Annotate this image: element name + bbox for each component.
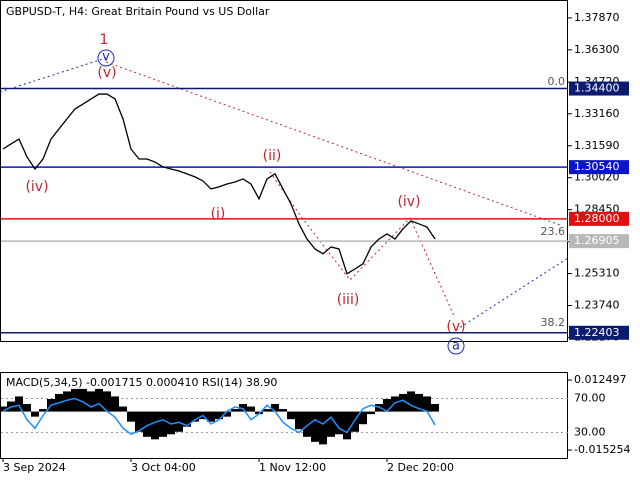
- macd-bar: [343, 411, 351, 440]
- level-box: [569, 211, 629, 226]
- y-tick-label: 1.33160: [574, 107, 620, 120]
- y-tick-label: 1.31590: [574, 139, 620, 152]
- rsi-line: [2, 397, 436, 436]
- wave-label: (i): [211, 206, 226, 222]
- indicator-title: MACD(5,34,5) -0.001715 0.000410 RSI(14) …: [6, 376, 277, 389]
- level-box: [569, 160, 629, 175]
- y-tick-label: 0.012497: [574, 373, 627, 386]
- macd-bar: [39, 409, 47, 412]
- macd-bar: [135, 411, 143, 432]
- macd-bar: [79, 388, 87, 412]
- macd-bar: [279, 409, 287, 412]
- macd-bar: [103, 391, 111, 412]
- price-line: [2, 93, 436, 275]
- wave-circle: [97, 49, 115, 67]
- macd-bar: [319, 411, 327, 445]
- macd-bar: [191, 411, 199, 422]
- macd-bar: [151, 411, 159, 440]
- macd-bar: [15, 396, 23, 412]
- wave-line: [455, 257, 569, 331]
- indicator-frame: [0, 372, 568, 459]
- macd-bar: [263, 409, 271, 412]
- macd-bar: [87, 391, 95, 412]
- wave-label: (ii): [263, 148, 282, 164]
- wave-line: [0, 57, 107, 93]
- wave-label: (iv): [397, 194, 420, 210]
- y-tick-label: -0.015254: [574, 443, 630, 456]
- chart-title: GBPUSD-T, H4: Great Britain Pound vs US …: [6, 5, 270, 18]
- macd-bar: [367, 411, 375, 415]
- wave-lines: [0, 49, 569, 355]
- wave-label: v: [102, 50, 110, 65]
- macd-bar: [71, 388, 79, 412]
- macd-bar: [0, 406, 7, 412]
- y-tick-label: 1.36300: [574, 43, 620, 56]
- macd-bar: [23, 404, 31, 412]
- wave-label: a: [452, 339, 460, 354]
- macd-bar: [239, 404, 247, 412]
- macd-bar: [391, 396, 399, 412]
- macd-bar: [359, 411, 367, 425]
- y-tick-label: 1.23740: [574, 299, 620, 312]
- x-tick-label: 1 Nov 12:00: [259, 461, 326, 474]
- x-tick-label: 3 Oct 04:00: [131, 461, 196, 474]
- macd-bar: [31, 411, 39, 417]
- macd-bar: [207, 411, 215, 422]
- level-box: [569, 325, 629, 340]
- fib-label: 38.2: [541, 316, 566, 329]
- level-label: 1.26905: [574, 234, 620, 247]
- macd-bar: [399, 393, 407, 412]
- macd-bar: [303, 411, 311, 437]
- macd-bar: [423, 396, 431, 412]
- macd-bar: [311, 411, 319, 442]
- macd-bar: [287, 411, 295, 420]
- macd-bar: [327, 411, 335, 437]
- macd-bar: [223, 411, 231, 417]
- level-box: [569, 234, 629, 249]
- level-label: 1.28000: [574, 212, 620, 225]
- y2-tick-label: 30.00: [574, 426, 606, 439]
- level-label: 1.34400: [574, 82, 620, 95]
- wave-circle: [447, 337, 465, 355]
- macd-bar: [119, 406, 127, 412]
- wave-label: (v): [97, 65, 116, 81]
- wave-label: (iv): [25, 179, 48, 195]
- macd-bar: [231, 409, 239, 412]
- wave-label: 1: [100, 32, 109, 48]
- macd-bar: [383, 398, 391, 412]
- macd-bar: [111, 396, 119, 412]
- fib-label: 23.6: [541, 225, 566, 238]
- macd-bar: [159, 411, 167, 437]
- y2-tick-label: 70.00: [574, 392, 606, 405]
- level-label: 1.30540: [574, 160, 620, 173]
- macd-bar: [295, 411, 303, 430]
- fib-label: 0.0: [548, 75, 566, 88]
- macd-bar: [415, 393, 423, 412]
- macd-bar: [183, 411, 191, 427]
- macd-bar: [127, 411, 135, 422]
- wave-label: (iii): [337, 292, 360, 308]
- wave-line: [105, 61, 561, 226]
- wave-line: [269, 171, 456, 319]
- main-frame: [0, 0, 568, 342]
- x-tick-label: 2 Dec 20:00: [387, 461, 454, 474]
- macd-bar: [167, 411, 175, 435]
- level-label: 1.22403: [574, 326, 620, 339]
- macd-bar: [271, 404, 279, 412]
- x-tick-label: 3 Sep 2024: [3, 461, 66, 474]
- macd-bar: [215, 411, 223, 420]
- macd-bar: [63, 391, 71, 412]
- macd-bar: [407, 391, 415, 412]
- macd-bar: [431, 404, 439, 412]
- y-tick-label: 1.25310: [574, 267, 620, 280]
- macd-bar: [247, 406, 255, 412]
- macd-bar: [351, 411, 359, 432]
- macd-bar: [335, 411, 343, 435]
- y-tick-label: 1.37870: [574, 11, 620, 24]
- macd-bar: [95, 388, 103, 412]
- level-box: [569, 81, 629, 96]
- macd-bar: [143, 411, 151, 437]
- wave-label: (v): [446, 319, 465, 335]
